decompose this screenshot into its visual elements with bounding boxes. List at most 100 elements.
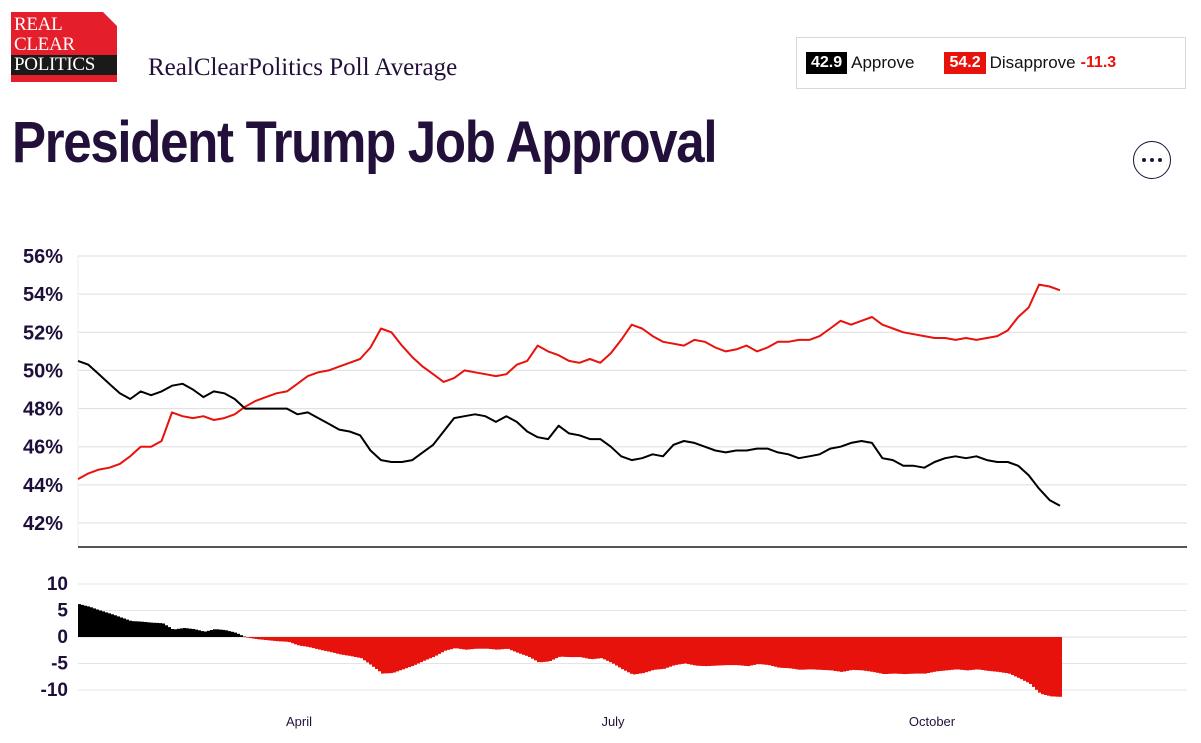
spread-bar-negative	[873, 637, 876, 673]
spread-bar-negative	[501, 637, 504, 650]
spread-bar-positive	[162, 623, 165, 637]
spread-bar-negative	[792, 637, 795, 669]
spread-bar-negative	[903, 637, 906, 675]
spread-bar-negative	[627, 637, 630, 673]
spread-bar-negative	[1008, 637, 1011, 674]
spread-bar-positive	[96, 609, 99, 637]
spread-bar-negative	[1038, 637, 1041, 693]
spread-bar-negative	[657, 637, 660, 670]
spread-bar-negative	[813, 637, 816, 670]
spread-bar-negative	[1014, 637, 1017, 677]
spread-bar-negative	[465, 637, 468, 650]
approve-label: Approve	[851, 53, 915, 72]
spread-bar-positive	[90, 607, 93, 637]
series-line-disapprove	[77, 283, 1061, 480]
spread-bar-negative	[699, 637, 702, 666]
spread-bar-negative	[843, 637, 846, 672]
disapprove-value-badge: 54.2	[944, 52, 986, 74]
series-line-approve	[77, 359, 1061, 507]
spread-bar-negative	[324, 637, 327, 651]
spread-bar-positive	[180, 628, 183, 637]
spread-bar-negative	[369, 637, 372, 665]
spread-bar-negative	[1032, 637, 1035, 687]
spread-bar-negative	[315, 637, 318, 649]
spread-bar-positive	[156, 622, 159, 637]
spread-bar-negative	[375, 637, 378, 669]
spread-bar-negative	[486, 637, 489, 649]
spread-bar-negative	[483, 637, 486, 649]
spread-bar-negative	[300, 637, 303, 646]
spread-bar-negative	[561, 637, 564, 657]
spread-bar-negative	[615, 637, 618, 666]
spread-bar-negative	[966, 637, 969, 671]
spread-bar-negative	[636, 637, 639, 674]
spread-bar-negative	[654, 637, 657, 670]
spread-bar-negative	[606, 637, 609, 661]
spread-bar-negative	[765, 637, 768, 665]
spread-bar-negative	[999, 637, 1002, 673]
spread-bar-negative	[447, 637, 450, 650]
spread-bar-negative	[516, 637, 519, 653]
spread-bar-negative	[984, 637, 987, 671]
spread-bar-negative	[270, 637, 273, 641]
spread-bar-negative	[429, 637, 432, 659]
spread-bar-negative	[870, 637, 873, 672]
spread-bar-positive	[171, 629, 174, 637]
spread-bar-positive	[147, 622, 150, 637]
spread-bar-negative	[888, 637, 891, 674]
spread-bar-negative	[393, 637, 396, 673]
spread-bar-negative	[783, 637, 786, 668]
spread-bar-negative	[963, 637, 966, 671]
spread-bar-negative	[972, 637, 975, 670]
spread-bar-negative	[273, 637, 276, 641]
spread-bar-negative	[249, 637, 252, 639]
ellipsis-icon-dot	[1158, 158, 1162, 162]
spread-bar-negative	[387, 637, 390, 674]
spread-value: -11.3	[1080, 54, 1117, 71]
spread-bar-negative	[618, 637, 621, 668]
spread-bar-negative	[948, 637, 951, 671]
spread-bar-positive	[108, 613, 111, 637]
spread-bar-negative	[597, 637, 600, 659]
spread-bar-negative	[681, 637, 684, 664]
spread-bar-negative	[480, 637, 483, 649]
spread-bar-negative	[1011, 637, 1014, 675]
spread-bar-negative	[600, 637, 603, 659]
spread-bar-positive	[234, 632, 237, 637]
spread-bar-negative	[957, 637, 960, 670]
spread-bar-negative	[804, 637, 807, 670]
spread-bar-negative	[390, 637, 393, 674]
spread-bar-negative	[297, 637, 300, 646]
spread-bar-positive	[114, 615, 117, 637]
rcp-logo[interactable]: REAL CLEAR POLITICS	[11, 12, 117, 82]
spread-bar-positive	[213, 629, 216, 637]
spread-bar-negative	[579, 637, 582, 658]
spread-bar-negative	[987, 637, 990, 671]
spread-bar-negative	[570, 637, 573, 658]
spread-bar-positive	[78, 604, 81, 637]
spread-bar-negative	[279, 637, 282, 642]
spread-bar-negative	[336, 637, 339, 654]
spread-bar-negative	[450, 637, 453, 650]
spread-bar-negative	[303, 637, 306, 647]
spread-bar-negative	[678, 637, 681, 665]
spread-bar-negative	[939, 637, 942, 671]
page-title: President Trump Job Approval	[12, 110, 718, 175]
spread-bar-positive	[186, 628, 189, 637]
spread-bar-negative	[522, 637, 525, 655]
spread-bar-negative	[1050, 637, 1053, 697]
spread-bar-positive	[84, 605, 87, 637]
spread-bar-negative	[945, 637, 948, 671]
spread-bar-negative	[498, 637, 501, 650]
spread-bar-positive	[243, 636, 246, 638]
spread-bar-negative	[426, 637, 429, 660]
spread-bar-negative	[1023, 637, 1026, 681]
spread-bar-negative	[933, 637, 936, 672]
spread-bar-negative	[564, 637, 567, 657]
spread-bar-positive	[150, 622, 153, 637]
spread-bar-negative	[834, 637, 837, 671]
spread-bar-negative	[969, 637, 972, 671]
more-options-button[interactable]	[1133, 141, 1171, 179]
spread-bar-negative	[558, 637, 561, 657]
spread-bar-negative	[882, 637, 885, 674]
